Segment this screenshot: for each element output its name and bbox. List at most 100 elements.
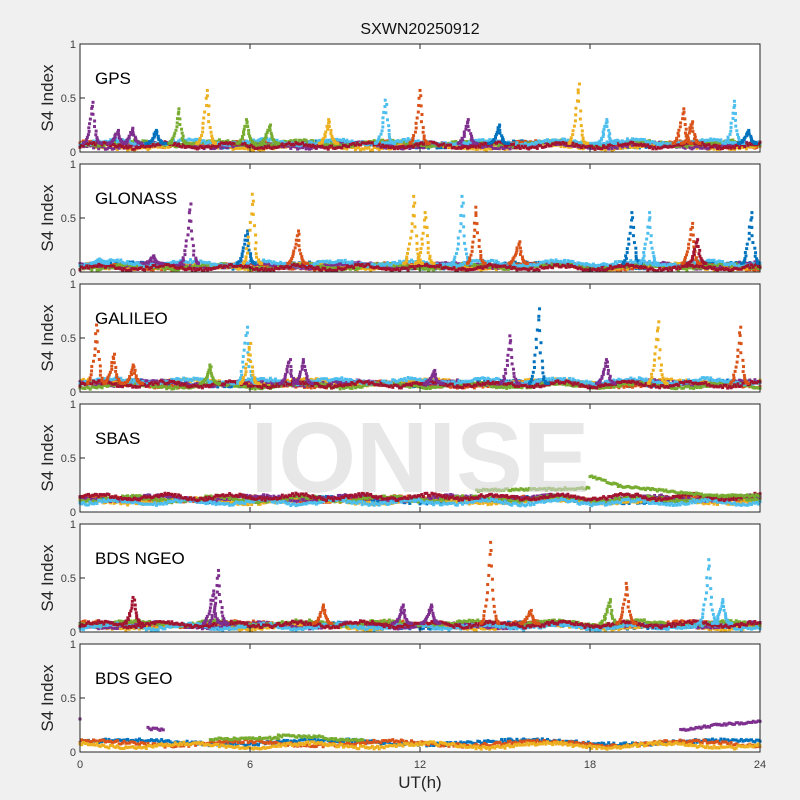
- data-point: [471, 143, 475, 147]
- data-point: [687, 145, 691, 149]
- data-point: [291, 144, 294, 148]
- data-point: [387, 128, 391, 132]
- data-point: [733, 146, 736, 150]
- data-point: [386, 147, 390, 151]
- data-point: [117, 139, 121, 143]
- data-point: [461, 140, 464, 144]
- data-point: [127, 147, 131, 151]
- data-point: [175, 121, 179, 125]
- data-point: [712, 147, 716, 151]
- data-point: [314, 139, 318, 143]
- data-point: [631, 138, 634, 142]
- data-point: [174, 128, 178, 132]
- data-point: [195, 137, 199, 141]
- data-point: [333, 143, 337, 147]
- data-point: [683, 123, 687, 127]
- data-point: [449, 141, 453, 145]
- data-point: [173, 131, 177, 135]
- data-point: [520, 142, 524, 146]
- data-point: [204, 141, 208, 145]
- data-point: [265, 142, 269, 146]
- data-point: [466, 125, 470, 129]
- data-point: [420, 113, 424, 117]
- data-point: [357, 145, 361, 149]
- data-point: [590, 141, 594, 145]
- data-point: [170, 143, 174, 147]
- data-point: [357, 140, 361, 144]
- data-point: [449, 143, 453, 147]
- data-point: [192, 138, 196, 142]
- data-point: [709, 140, 713, 144]
- data-point: [423, 143, 427, 147]
- data-point: [478, 138, 481, 142]
- data-point: [668, 141, 672, 145]
- data-point: [496, 147, 500, 151]
- data-point: [537, 139, 541, 143]
- data-point: [605, 140, 609, 144]
- data-point: [632, 145, 636, 149]
- data-point: [202, 116, 206, 120]
- data-point: [605, 120, 609, 124]
- data-point: [207, 140, 211, 144]
- data-point: [522, 139, 526, 143]
- data-point: [576, 91, 580, 95]
- data-point: [717, 147, 721, 151]
- data-point: [726, 143, 730, 147]
- data-point: [148, 146, 152, 150]
- data-point: [289, 146, 293, 150]
- data-point: [381, 146, 385, 150]
- data-point: [735, 129, 739, 133]
- data-point: [750, 145, 753, 149]
- data-point: [564, 144, 568, 148]
- data-point: [92, 146, 96, 150]
- data-point: [387, 124, 391, 128]
- data-point: [102, 144, 106, 148]
- data-point: [677, 134, 681, 138]
- data-point: [275, 138, 279, 142]
- data-point: [92, 139, 96, 143]
- data-point: [190, 138, 194, 142]
- data-point: [420, 145, 424, 149]
- data-point: [109, 145, 113, 149]
- data-point: [207, 104, 211, 108]
- data-point: [580, 144, 583, 148]
- data-point: [131, 128, 135, 132]
- data-point: [226, 139, 230, 143]
- data-point: [517, 146, 521, 150]
- data-point: [488, 138, 492, 142]
- data-point: [651, 144, 655, 148]
- data-point: [512, 139, 515, 143]
- data-point: [479, 145, 483, 149]
- data-point: [581, 136, 585, 140]
- data-point: [381, 121, 385, 125]
- data-point: [481, 138, 485, 142]
- data-point: [270, 143, 274, 147]
- data-point: [573, 119, 577, 123]
- data-point: [253, 139, 257, 143]
- data-point: [201, 130, 205, 134]
- markers: [78, 82, 762, 152]
- data-point: [297, 144, 301, 148]
- data-point: [415, 139, 419, 143]
- data-point: [462, 146, 466, 150]
- data-point: [620, 145, 624, 149]
- data-point: [121, 138, 124, 142]
- data-point: [163, 146, 167, 150]
- data-point: [491, 146, 495, 150]
- data-point: [268, 143, 272, 147]
- data-point: [100, 144, 104, 148]
- data-point: [386, 141, 390, 145]
- data-point: [467, 128, 471, 132]
- data-point: [163, 143, 167, 147]
- data-point: [360, 147, 364, 151]
- data-point: [483, 145, 487, 149]
- data-point: [309, 140, 313, 144]
- data-point: [265, 137, 269, 141]
- data-point: [525, 143, 529, 147]
- data-point: [688, 146, 692, 150]
- data-point: [512, 142, 515, 146]
- data-point: [102, 145, 106, 149]
- data-point: [92, 143, 96, 147]
- data-point: [374, 145, 378, 149]
- data-point: [127, 141, 131, 145]
